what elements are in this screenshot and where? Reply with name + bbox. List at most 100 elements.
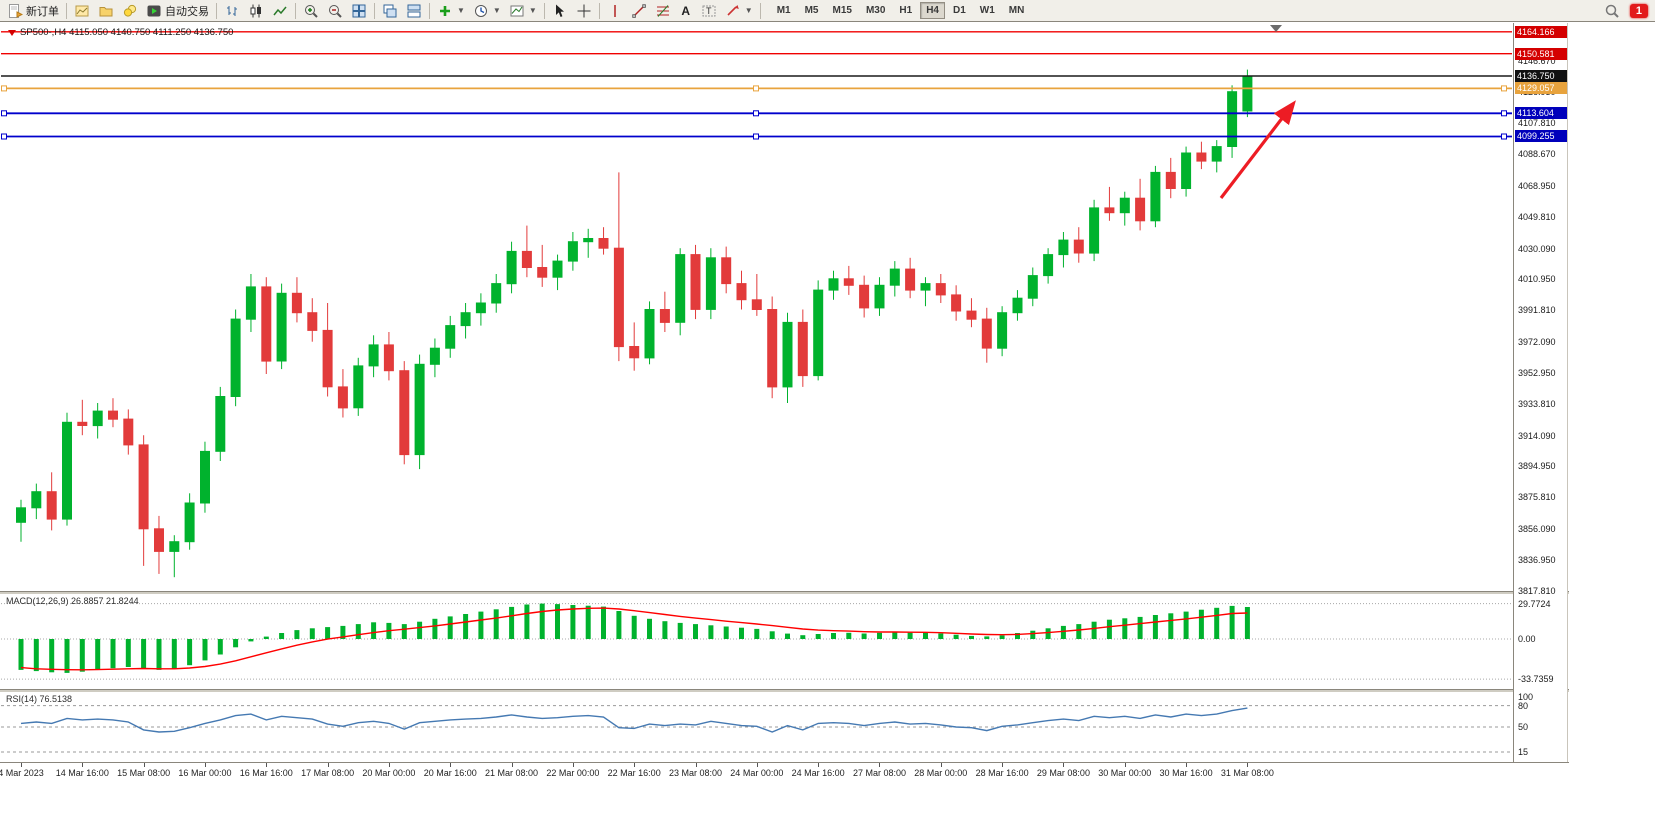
zoom-out-button[interactable] bbox=[323, 1, 347, 21]
candle bbox=[169, 541, 180, 552]
arrows-dropdown-button[interactable]: ▼ bbox=[721, 1, 757, 21]
time-axis[interactable]: 4 Mar 2023 14 Mar 16:00 15 Mar 08:00 16 Mar… bbox=[0, 762, 1569, 780]
candle bbox=[245, 286, 256, 320]
bar-chart-button[interactable] bbox=[220, 1, 244, 21]
macd-histogram-bar bbox=[555, 604, 560, 639]
panel-splitter[interactable] bbox=[0, 591, 1569, 594]
macd-histogram-bar bbox=[861, 633, 867, 639]
new-chart-button[interactable] bbox=[70, 1, 94, 21]
time-tick bbox=[1002, 763, 1004, 767]
candle bbox=[1073, 239, 1084, 254]
periods-dropdown-button[interactable]: ▼ bbox=[469, 1, 505, 21]
line-handle[interactable] bbox=[1, 110, 7, 117]
candle bbox=[997, 312, 1008, 349]
zoom-in-button[interactable] bbox=[299, 1, 323, 21]
trendline-icon bbox=[631, 3, 647, 19]
price-badge: 4136.750 bbox=[1515, 70, 1567, 82]
symbol-marker-icon bbox=[8, 29, 16, 36]
price-axis-label: 3914.090 bbox=[1518, 430, 1556, 441]
text-label-icon: T bbox=[701, 3, 717, 19]
timeframe-d1-button[interactable]: D1 bbox=[953, 5, 966, 16]
candle bbox=[138, 444, 149, 530]
tile-windows-button[interactable] bbox=[347, 1, 371, 21]
symbol-ohlc-text: SP500-,H4 4115.050 4140.750 4111.250 413… bbox=[20, 27, 234, 38]
line-handle[interactable] bbox=[1, 85, 7, 92]
chart-shift-marker-icon[interactable] bbox=[1270, 25, 1282, 32]
tile-windows-icon bbox=[351, 3, 367, 19]
time-axis-label: 16 Mar 00:00 bbox=[178, 768, 232, 778]
line-handle[interactable] bbox=[1501, 133, 1507, 140]
time-axis-label: 16 Mar 16:00 bbox=[239, 768, 293, 778]
dropdown-caret-icon: ▼ bbox=[457, 6, 465, 15]
time-axis-label: 22 Mar 16:00 bbox=[607, 768, 661, 778]
macd-histogram-bar bbox=[1015, 633, 1020, 639]
candle bbox=[843, 278, 854, 286]
cascade-windows-button[interactable] bbox=[378, 1, 402, 21]
timeframe-h1-button[interactable]: H1 bbox=[899, 5, 913, 16]
arrange-windows-button[interactable] bbox=[402, 1, 426, 21]
timeframe-w1-button[interactable]: W1 bbox=[979, 5, 995, 16]
macd-histogram-bar bbox=[892, 631, 898, 639]
new-order-icon bbox=[7, 3, 23, 19]
candle bbox=[644, 309, 655, 359]
line-handle[interactable] bbox=[1501, 85, 1507, 92]
line-handle[interactable] bbox=[1501, 110, 1507, 117]
time-tick bbox=[204, 763, 206, 767]
candlestick-chart-button[interactable] bbox=[244, 1, 268, 21]
macd-canvas[interactable] bbox=[1, 594, 1512, 690]
main-chart-canvas[interactable] bbox=[1, 24, 1512, 592]
candle bbox=[1135, 197, 1146, 222]
time-tick bbox=[940, 763, 942, 767]
timeframe-m1-button[interactable]: M1 bbox=[776, 5, 791, 16]
trendline-button[interactable] bbox=[627, 1, 651, 21]
panel-splitter[interactable] bbox=[0, 689, 1569, 692]
candle bbox=[767, 309, 778, 388]
text-button[interactable]: A bbox=[675, 1, 697, 21]
macd-histogram-bar bbox=[49, 639, 55, 673]
crosshair-button[interactable] bbox=[572, 1, 596, 21]
autotrading-button[interactable]: 自动交易 bbox=[142, 1, 213, 21]
macd-histogram-bar bbox=[1183, 611, 1189, 639]
candle bbox=[598, 238, 609, 249]
timeframe-m30-button[interactable]: M30 bbox=[865, 5, 886, 16]
timeframe-m15-button[interactable]: M15 bbox=[832, 5, 852, 16]
market-watch-button[interactable] bbox=[118, 1, 142, 21]
templates-button[interactable]: ▼ bbox=[505, 1, 541, 21]
time-tick bbox=[450, 763, 452, 767]
macd-histogram-bar bbox=[1030, 630, 1036, 639]
indicators-button[interactable]: ▼ bbox=[433, 1, 469, 21]
text-label-button[interactable]: T bbox=[697, 1, 721, 21]
new-order-button[interactable]: 新订单 bbox=[3, 1, 63, 21]
line-handle[interactable] bbox=[1, 133, 7, 140]
price-axis-label: 4107.810 bbox=[1518, 118, 1556, 129]
macd-histogram-bar bbox=[923, 632, 928, 639]
line-handle[interactable] bbox=[753, 133, 759, 140]
fibonacci-button[interactable] bbox=[651, 1, 675, 21]
candle bbox=[62, 421, 72, 520]
candle bbox=[1150, 171, 1161, 222]
toolbar-separator bbox=[216, 2, 217, 19]
candle bbox=[108, 410, 118, 420]
timeframe-mn-button[interactable]: MN bbox=[1008, 5, 1025, 16]
price-axis[interactable]: 4164.166 4150.581 4136.750 4129.057 4113.604… bbox=[1513, 23, 1568, 762]
time-axis-label: 20 Mar 16:00 bbox=[423, 768, 477, 778]
line-handle[interactable] bbox=[753, 110, 759, 117]
rsi-canvas[interactable] bbox=[1, 692, 1512, 762]
trend-arrow-annotation[interactable] bbox=[1219, 100, 1296, 199]
profiles-button[interactable] bbox=[94, 1, 118, 21]
vertical-line-button[interactable] bbox=[603, 1, 627, 21]
time-tick bbox=[143, 763, 145, 767]
cursor-button[interactable] bbox=[548, 1, 572, 21]
line-handle[interactable] bbox=[753, 85, 759, 92]
main-toolbar: 新订单 自动交易 bbox=[0, 0, 1655, 22]
timeframe-m5-button[interactable]: M5 bbox=[804, 5, 819, 16]
line-chart-button[interactable] bbox=[268, 1, 292, 21]
dropdown-caret-icon: ▼ bbox=[744, 6, 753, 15]
candle bbox=[368, 344, 379, 367]
search-button[interactable] bbox=[1600, 1, 1624, 21]
rsi-axis-label: 15 bbox=[1518, 746, 1529, 757]
macd-histogram-bar bbox=[401, 624, 407, 639]
time-tick bbox=[1247, 763, 1249, 767]
notification-badge[interactable]: 1 bbox=[1629, 3, 1648, 18]
timeframe-h4-button[interactable]: H4 bbox=[920, 2, 945, 19]
